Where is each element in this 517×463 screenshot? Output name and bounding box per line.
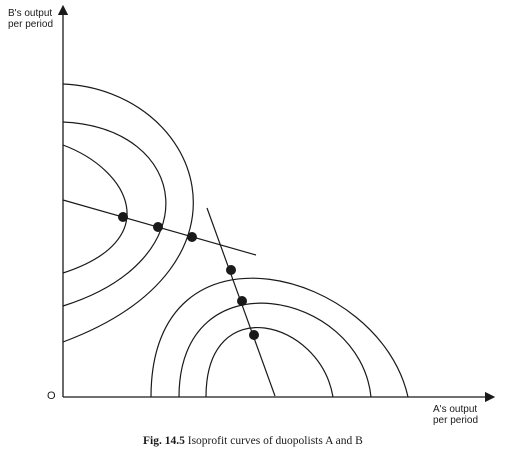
isoprofit-a-middle bbox=[178, 302, 372, 398]
figure-caption: Fig. 14.5 Isoprofit curves of duopolists… bbox=[143, 435, 363, 447]
isoprofit-b-inner bbox=[62, 144, 128, 274]
tangency-point-a-1 bbox=[226, 265, 236, 275]
isoprofit-a-outer bbox=[150, 277, 409, 398]
x-axis-label-line2: per period bbox=[433, 415, 479, 426]
y-axis-label: B's output per period bbox=[8, 8, 53, 30]
isoprofit-a-inner bbox=[205, 327, 334, 398]
tangency-point-a-2 bbox=[237, 296, 247, 306]
tangency-point-a-3 bbox=[249, 330, 259, 340]
figure-number: Fig. 14.5 bbox=[143, 435, 185, 447]
isoprofit-b-outer bbox=[62, 83, 194, 343]
origin-label: O bbox=[47, 390, 56, 402]
y-axis-label-line1: B's output bbox=[8, 8, 53, 19]
x-axis-label-line1: A's output bbox=[433, 404, 478, 415]
figure-caption-text: Isoprofit curves of duopolists A and B bbox=[187, 435, 363, 447]
tangency-point-b-3 bbox=[187, 232, 197, 242]
x-axis-label: A's output per period bbox=[433, 404, 478, 426]
tangency-point-b-2 bbox=[153, 222, 163, 232]
y-axis-label-line2: per period bbox=[8, 19, 54, 30]
tangency-point-b-1 bbox=[118, 212, 128, 222]
isoprofit-b-middle bbox=[62, 121, 167, 307]
